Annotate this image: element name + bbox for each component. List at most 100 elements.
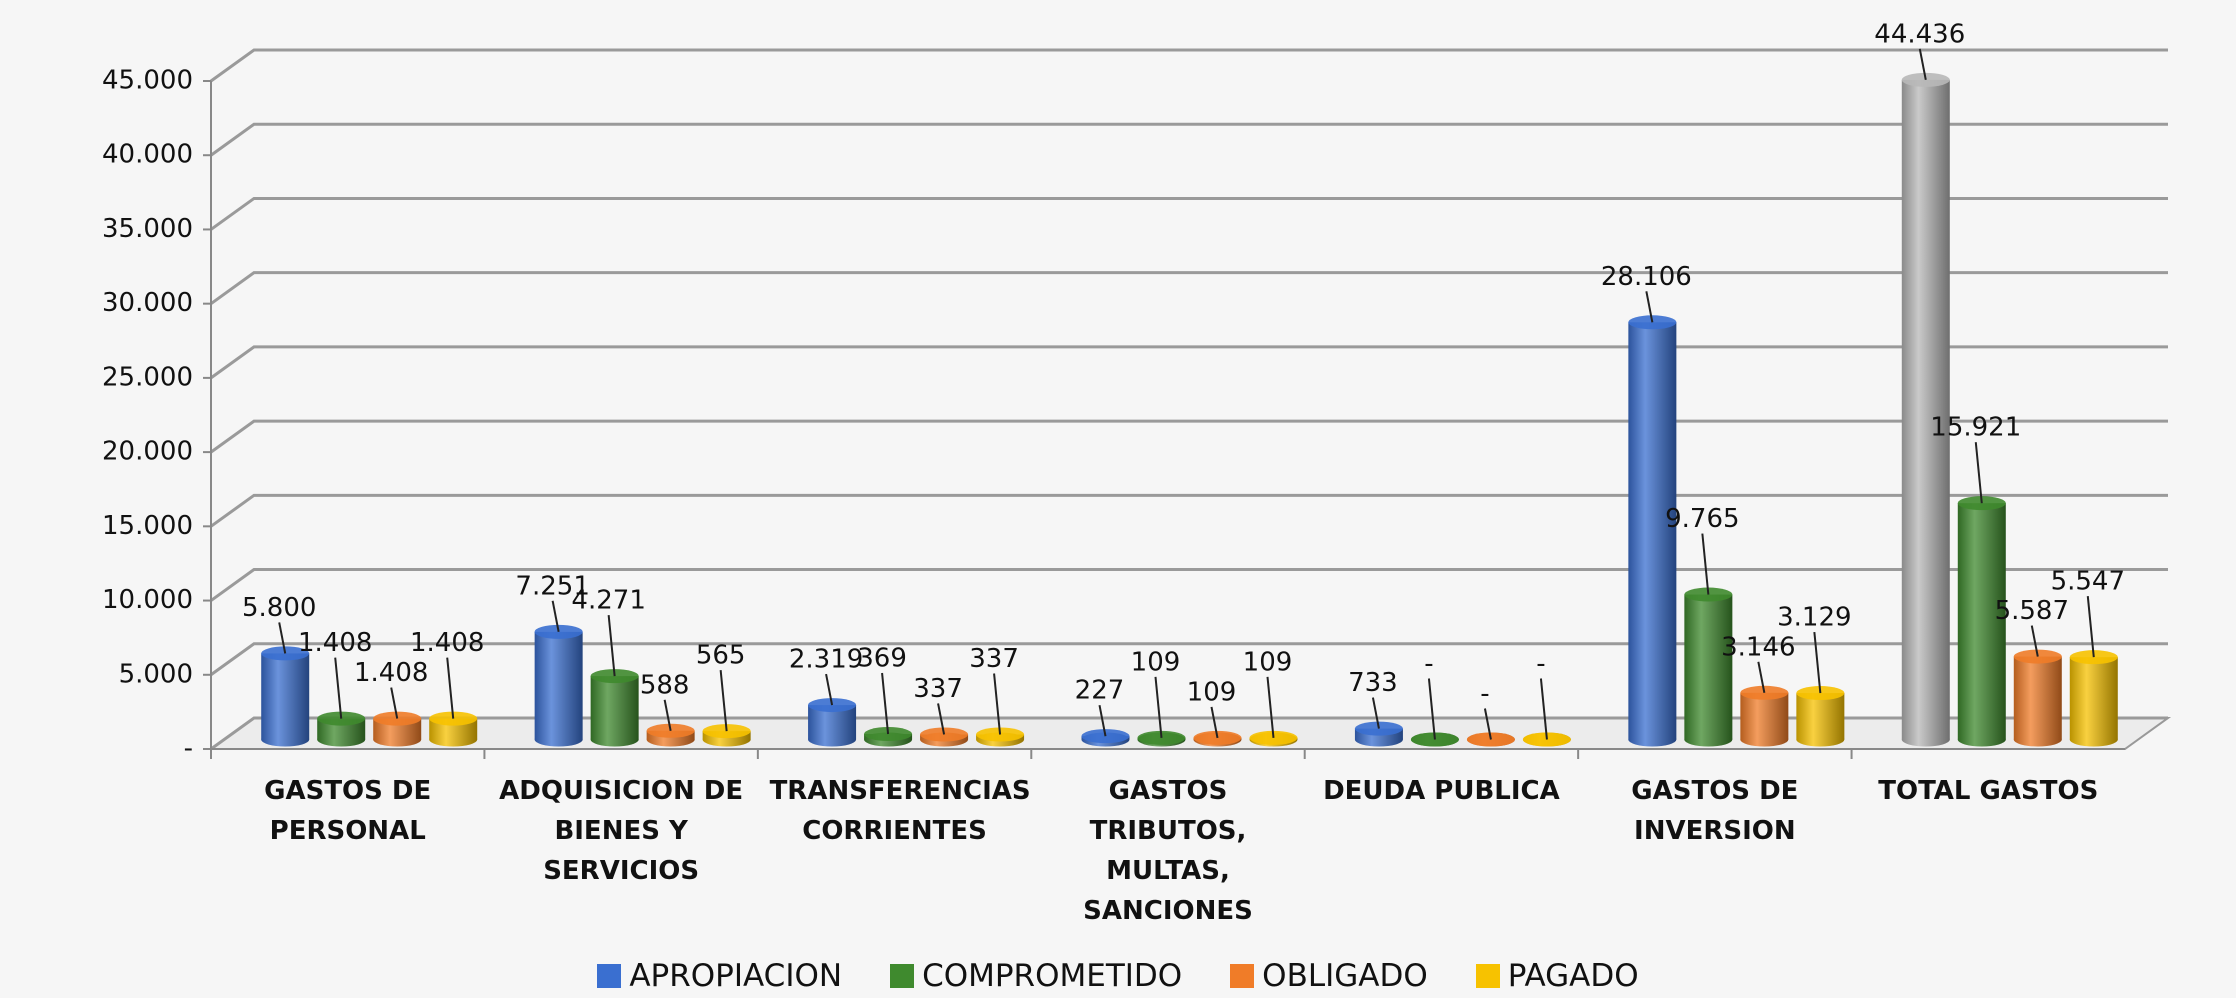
legend-label: PAGADO [1507, 958, 1639, 994]
leader-line [1539, 678, 1548, 740]
data-label: 109 [1131, 647, 1181, 677]
x-tick-label: GASTOS DE INVERSION [1631, 776, 1799, 846]
bar [1684, 594, 1733, 740]
leader-line [446, 657, 455, 719]
bar [1901, 79, 1950, 740]
leader-line [1371, 697, 1380, 729]
y-tick-label: 25.000 [102, 362, 193, 392]
y-tick-label: 30.000 [102, 288, 193, 318]
leader-line [334, 657, 343, 719]
bar [1957, 503, 2006, 740]
grid-line [210, 568, 2168, 602]
data-label: 9.765 [1665, 504, 1739, 534]
leader-line [551, 600, 560, 633]
leader-line [1098, 704, 1107, 737]
data-label: 2.319 [789, 645, 863, 675]
leader-line [278, 622, 287, 654]
data-label: 44.436 [1874, 19, 1965, 49]
leader-line [607, 615, 616, 677]
data-label: 5.587 [1995, 596, 2069, 626]
grid-line [210, 196, 2168, 231]
bar [1628, 322, 1677, 740]
data-label: 337 [913, 674, 963, 704]
data-label: 5.800 [242, 593, 316, 623]
legend-item: PAGADO [1475, 958, 1639, 994]
data-label: 15.921 [1930, 413, 2021, 443]
y-tick-label: 35.000 [102, 214, 193, 244]
data-label: 3.129 [1777, 603, 1851, 633]
leader-line [881, 672, 890, 735]
legend-swatch [890, 964, 915, 988]
grid-line [210, 716, 2168, 751]
x-tick-label: ADQUISICION DE BIENES Y SERVICIOS [499, 776, 744, 886]
leader-line [1427, 678, 1436, 740]
grid-line [210, 122, 2168, 157]
legend-swatch [1230, 964, 1255, 988]
leader-line [1266, 676, 1275, 738]
grid-line [210, 493, 2168, 528]
data-label: 1.408 [298, 628, 372, 658]
data-label: 3.146 [1721, 632, 1795, 662]
y-tick-label: 15.000 [102, 511, 193, 541]
leader-line [1757, 661, 1766, 693]
x-tick-label: DEUDA PUBLICA [1323, 776, 1560, 806]
leader-line [2030, 625, 2039, 657]
leader-line [1974, 442, 1983, 504]
data-label: - [1536, 649, 1545, 679]
data-label: - [1424, 649, 1433, 679]
legend-item: APROPIACION [597, 958, 842, 994]
data-label: 7.251 [515, 571, 589, 601]
y-tick-label: 5.000 [119, 659, 193, 689]
data-label: 4.271 [571, 586, 645, 616]
y-tick-label: 40.000 [102, 140, 193, 170]
grid-line [210, 642, 2168, 676]
data-label: 109 [1187, 677, 1237, 707]
bar [1796, 693, 1845, 740]
legend: APROPIACION COMPROMETIDO OBLIGADO PAGADO [0, 958, 2236, 994]
legend-item: OBLIGADO [1230, 958, 1428, 994]
leader-line [825, 673, 834, 706]
leader-line [663, 699, 672, 731]
data-label: 1.408 [354, 658, 428, 688]
leader-line [719, 670, 728, 732]
data-label: 565 [696, 641, 746, 671]
data-label: 227 [1075, 676, 1125, 706]
bar [2069, 657, 2118, 740]
legend-label: APROPIACION [629, 958, 843, 994]
x-tick-label: GASTOS DE PERSONAL [264, 776, 432, 846]
data-label: 369 [857, 644, 907, 674]
data-label: 588 [640, 670, 690, 700]
data-label: 5.547 [2051, 567, 2125, 597]
grid-line [210, 48, 2168, 83]
data-label: 733 [1348, 668, 1398, 698]
grid-line [210, 345, 2168, 380]
leader-line [993, 673, 1002, 735]
x-tick-label: TOTAL GASTOS [1878, 776, 2099, 806]
legend-swatch [597, 964, 622, 988]
grid-line [210, 271, 2168, 305]
legend-item: COMPROMETIDO [890, 958, 1182, 994]
bar [534, 631, 583, 740]
floor [207, 717, 2172, 750]
y-tick-label: 20.000 [102, 437, 193, 467]
leader-line [1813, 631, 1822, 694]
legend-swatch [1475, 964, 1500, 988]
leader-line [937, 703, 946, 735]
leader-line [390, 687, 399, 719]
bar [590, 676, 639, 740]
data-label: 109 [1243, 647, 1293, 677]
y-tick-label: 10.000 [102, 585, 193, 615]
data-label: 337 [969, 644, 1019, 674]
data-label: - [1480, 679, 1489, 709]
leader-line [1701, 533, 1710, 595]
leader-line [1918, 48, 1927, 81]
leader-line [1483, 708, 1492, 740]
data-label: 1.408 [410, 628, 484, 658]
y-tick-label: - [184, 734, 193, 764]
grid-line [210, 419, 2168, 454]
bar [1740, 692, 1789, 740]
leader-line [2086, 596, 2095, 658]
y-tick-label: 45.000 [102, 66, 193, 96]
